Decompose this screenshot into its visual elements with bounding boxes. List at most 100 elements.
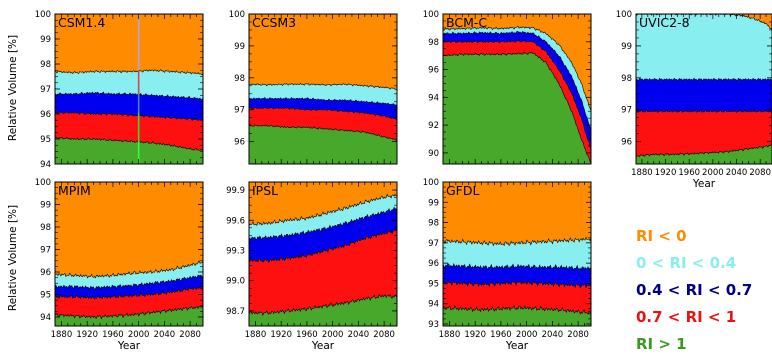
panel-0: 94 95 96 97 98 99 100 CSM1.4 [35,10,204,170]
y-tick-label: 99.9 [226,186,245,196]
panel-title: IPSL [252,183,278,198]
y-tick-label: 95 [40,291,51,301]
y-tick-label: 97 [428,239,439,249]
legend: RI < 0 0 < RI < 0.4 0.4 < RI < 0.7 0.7 < RI… [636,227,752,353]
y-tick-label: 96 [428,259,439,269]
area-ri-above-1 [55,136,203,164]
y-tick-label: 99 [621,42,632,52]
y-tick-label: 96 [40,110,51,120]
y-tick-label: 98 [234,74,245,84]
panel-5: 98.7 99.0 99.3 99.6 99.9 1880 1920 1960 2000 2040… [226,181,398,352]
panel-title: UVIC2-8 [639,15,690,30]
y-tick-label: 96 [234,138,245,148]
y-tick-label: 95 [40,135,51,145]
x-axis-label: Year [692,178,716,190]
x-tick-label: 2040 [542,330,564,340]
y-tick-label: 92 [428,121,439,131]
y-tick-label: 98 [40,223,51,233]
x-tick-label: 2080 [373,330,395,340]
legend-item-2: 0.4 < RI < 0.7 [636,281,752,299]
y-tick-label: 95 [428,279,439,289]
x-tick-label: 2000 [702,168,724,178]
y-tick-label: 98 [621,74,632,84]
y-tick-label: 98 [40,60,51,70]
y-tick-label: 94 [428,300,439,310]
x-tick-label: 1920 [270,330,292,340]
panel-1: 96 97 98 99 100 CCSM3 [229,10,398,165]
legend-item-0: RI < 0 [636,227,687,245]
x-tick-label: 1960 [490,330,512,340]
plot-area [55,182,203,326]
area-ri-above-1 [636,144,772,164]
y-tick-label: 97 [40,246,51,256]
y-tick-label: 99 [40,201,51,211]
x-tick-label: 1880 [51,330,73,340]
x-tick-label: 2040 [348,330,370,340]
x-tick-label: 1880 [245,330,267,340]
x-tick-label: 1880 [631,168,653,178]
y-axis-label-bottom: Relative Volume [%] [7,205,19,311]
y-tick-label: 96 [40,268,51,278]
plot-area [443,182,591,326]
x-tick-label: 2080 [179,330,201,340]
y-tick-label: 98 [428,38,439,48]
plot-area [443,14,591,164]
x-tick-label: 2000 [128,330,150,340]
y-tick-label: 100 [35,10,51,20]
y-tick-label: 90 [428,149,439,159]
x-tick-label: 1920 [76,330,98,340]
y-tick-label: 99.3 [226,246,245,256]
x-tick-label: 1960 [102,330,124,340]
y-tick-label: 100 [229,10,245,20]
y-tick-label: 99 [428,198,439,208]
plot-area [249,14,397,164]
x-tick-label: 2080 [567,330,589,340]
y-tick-label: 94 [428,93,439,103]
y-tick-label: 98.7 [226,307,245,317]
panel-frame [248,13,398,165]
y-tick-label: 99.0 [226,277,245,287]
y-tick-label: 100 [616,10,632,20]
panel-frame [248,181,398,327]
panel-frame [442,181,592,327]
y-tick-label: 99 [40,35,51,45]
panel-3: 96 97 98 99 100 1880 1920 1960 2000 2040 2080 Year U… [616,10,772,190]
x-tick-label: 1960 [678,168,700,178]
area-ri-above-1 [249,293,397,326]
area-ri-above-1 [443,51,591,164]
y-tick-label: 97 [40,85,51,95]
panel-title: CCSM3 [252,15,296,30]
y-tick-label: 99 [234,42,245,52]
area-ri-above-1 [443,304,591,326]
panel-frame [442,13,592,165]
x-tick-label: 2040 [726,168,748,178]
x-tick-label: 1880 [439,330,461,340]
x-tick-label: 1960 [296,330,318,340]
legend-item-4: RI > 1 [636,335,687,353]
y-axis-label-top: Relative Volume [%] [7,35,19,141]
x-axis-label: Year [311,340,335,352]
y-tick-label: 100 [423,178,439,188]
y-tick-label: 93 [428,320,439,330]
x-tick-label: 2000 [516,330,538,340]
x-tick-label: 1920 [655,168,677,178]
panel-frame [54,181,204,327]
y-tick-label: 97 [234,106,245,116]
y-tick-label: 99.6 [226,216,245,226]
panel-title: GFDL [446,183,480,198]
x-tick-label: 2080 [749,168,771,178]
y-tick-label: 97 [621,106,632,116]
panel-2: 90 92 94 96 98 100 BCM-C [423,10,592,165]
area-ri-above-1 [249,124,397,164]
y-tick-label: 96 [621,138,632,148]
x-tick-label: 2000 [322,330,344,340]
y-tick-label: 94 [40,313,51,323]
plot-area [249,182,397,326]
x-tick-label: 2040 [154,330,176,340]
y-tick-label: 98 [428,219,439,229]
panel-title: BCM-C [446,15,487,30]
x-tick-label: 1920 [464,330,486,340]
legend-item-1: 0 < RI < 0.4 [636,254,736,272]
